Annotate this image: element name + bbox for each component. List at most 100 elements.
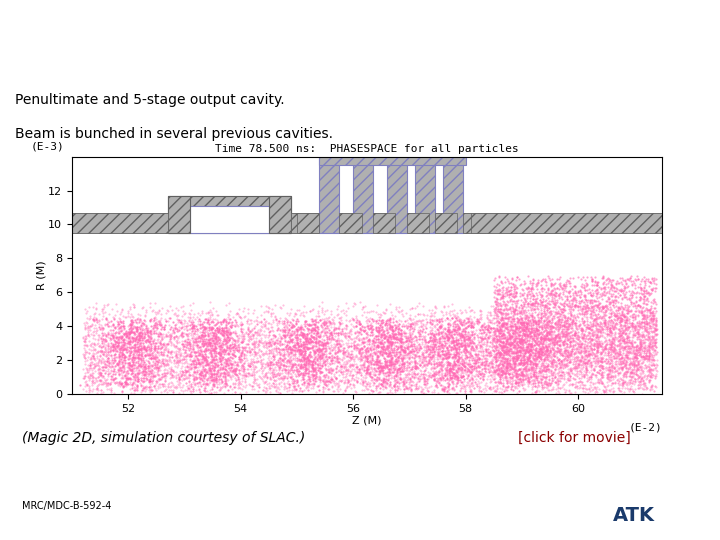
Point — [299, 342, 310, 350]
Point — [150, 377, 162, 386]
Point — [591, 332, 603, 341]
Point — [536, 323, 547, 332]
Point — [94, 341, 106, 349]
Point — [504, 339, 516, 348]
Point — [433, 352, 445, 361]
Point — [261, 386, 273, 395]
Point — [480, 359, 492, 367]
Point — [248, 364, 260, 373]
Point — [498, 366, 510, 375]
Point — [508, 338, 519, 346]
Point — [456, 368, 468, 376]
Point — [156, 321, 167, 329]
Point — [289, 338, 300, 347]
Point — [377, 318, 389, 326]
Point — [356, 356, 367, 364]
Point — [553, 368, 564, 376]
Point — [96, 386, 107, 394]
Point — [356, 322, 368, 330]
Point — [568, 282, 580, 291]
Point — [493, 360, 505, 369]
Point — [85, 364, 96, 373]
Point — [583, 327, 595, 336]
Point — [201, 380, 212, 388]
Point — [450, 335, 462, 344]
Point — [234, 313, 246, 321]
Point — [508, 316, 520, 325]
Point — [302, 345, 314, 354]
Point — [503, 287, 514, 296]
Point — [190, 360, 202, 368]
Point — [531, 279, 543, 288]
Point — [593, 356, 604, 365]
Point — [220, 366, 232, 374]
Point — [624, 347, 636, 356]
Point — [436, 328, 447, 336]
Point — [643, 341, 654, 350]
Point — [501, 319, 513, 327]
Point — [570, 345, 582, 353]
Point — [588, 307, 600, 316]
Point — [111, 346, 122, 355]
Point — [171, 331, 182, 340]
Point — [320, 369, 332, 378]
Point — [452, 376, 464, 384]
Point — [93, 361, 104, 370]
Point — [537, 373, 549, 381]
Point — [212, 323, 223, 332]
Point — [176, 367, 188, 375]
Point — [153, 316, 164, 325]
Point — [168, 329, 180, 338]
Point — [532, 381, 544, 389]
Point — [202, 329, 214, 338]
Point — [142, 329, 153, 338]
Point — [601, 371, 613, 380]
Point — [428, 356, 440, 365]
Point — [404, 314, 415, 323]
Point — [495, 307, 506, 316]
Point — [592, 278, 603, 286]
Point — [210, 325, 221, 334]
Point — [534, 373, 546, 382]
Point — [438, 383, 449, 391]
Point — [228, 336, 240, 345]
Point — [443, 368, 454, 377]
Point — [522, 315, 534, 324]
Point — [622, 385, 634, 394]
Point — [495, 327, 507, 335]
Point — [495, 371, 507, 380]
Point — [498, 343, 509, 352]
Point — [298, 368, 310, 377]
Point — [432, 389, 444, 397]
Point — [634, 303, 645, 312]
Point — [108, 313, 120, 322]
Point — [114, 315, 126, 323]
Point — [221, 338, 233, 346]
Point — [542, 349, 554, 357]
Point — [98, 373, 109, 382]
Point — [635, 345, 647, 354]
Point — [594, 307, 606, 316]
Point — [388, 382, 400, 390]
Point — [207, 355, 219, 364]
Point — [199, 387, 211, 395]
Point — [220, 376, 231, 385]
Point — [383, 348, 395, 357]
Point — [523, 352, 535, 360]
Point — [198, 323, 210, 332]
Point — [546, 360, 558, 369]
Point — [356, 377, 368, 386]
Point — [450, 367, 462, 375]
Point — [103, 355, 114, 364]
Point — [243, 336, 255, 345]
Point — [518, 359, 529, 367]
Point — [123, 362, 135, 371]
Point — [476, 334, 487, 342]
Point — [200, 339, 212, 347]
Point — [364, 382, 376, 391]
Point — [191, 386, 202, 395]
Point — [489, 281, 500, 290]
Point — [421, 341, 433, 349]
Point — [364, 331, 375, 340]
Point — [280, 366, 292, 375]
